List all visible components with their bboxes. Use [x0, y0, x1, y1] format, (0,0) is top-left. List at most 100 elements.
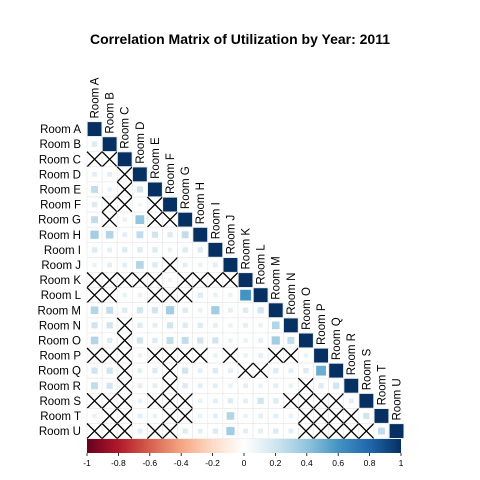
cell-square — [228, 307, 233, 313]
matrix-cell — [132, 287, 148, 304]
cell-square — [329, 363, 344, 378]
insignificant-mark — [116, 181, 133, 198]
column-label: Room L — [256, 244, 268, 285]
cell-square — [135, 215, 145, 225]
cell-square — [243, 322, 248, 328]
cell-square — [212, 337, 219, 344]
cell-square — [87, 122, 102, 136]
matrix-cell — [162, 226, 178, 243]
cell-square — [212, 428, 219, 434]
cell-square — [226, 412, 235, 420]
matrix-cell — [192, 423, 209, 439]
insignificant-mark — [86, 392, 103, 409]
matrix-cell — [267, 423, 284, 439]
matrix-cell — [298, 362, 314, 379]
insignificant-mark — [162, 211, 179, 228]
cell-square — [228, 368, 233, 374]
cell-square — [213, 292, 218, 298]
cell-square — [91, 367, 98, 374]
cell-square — [122, 262, 128, 268]
cell-square — [122, 232, 128, 238]
matrix-cell — [313, 392, 330, 409]
cell-square — [92, 413, 97, 419]
cell-square — [242, 307, 249, 313]
matrix-cell — [116, 151, 133, 168]
matrix-cell — [86, 287, 103, 304]
matrix-cell — [207, 347, 224, 364]
cell-square — [163, 197, 177, 212]
matrix-cell — [237, 317, 254, 334]
matrix-cell — [177, 302, 194, 319]
matrix-cell — [177, 377, 194, 394]
matrix-cell — [298, 347, 314, 364]
cell-square — [152, 262, 158, 268]
matrix-cell — [86, 362, 103, 379]
matrix-cell — [147, 317, 163, 334]
cell-square — [287, 336, 295, 344]
cell-square — [271, 321, 280, 330]
cell-square — [106, 367, 113, 374]
row-labels: Room A Room B Room C Room D Room E Room F Room… — [38, 124, 82, 438]
cell-square — [182, 262, 188, 268]
insignificant-mark — [116, 392, 133, 409]
matrix-cell — [207, 408, 224, 424]
matrix-cell — [252, 317, 269, 334]
matrix-cell — [207, 423, 224, 439]
insignificant-mark — [162, 256, 179, 273]
cell-square — [168, 278, 173, 283]
cell-square — [243, 428, 248, 434]
cell-square — [257, 397, 264, 404]
row-label: Room O — [38, 335, 81, 347]
matrix-cell — [177, 407, 194, 424]
matrix-cell — [192, 257, 209, 273]
matrix-cell — [282, 317, 299, 334]
insignificant-mark — [358, 423, 375, 440]
matrix-cell — [116, 211, 133, 228]
cell-square — [273, 428, 279, 434]
insignificant-mark — [282, 347, 299, 364]
matrix-cell — [132, 377, 148, 394]
insignificant-mark — [192, 272, 209, 289]
matrix-cell — [282, 362, 299, 379]
cell-square — [136, 307, 143, 314]
matrix-cell — [162, 362, 179, 379]
matrix-cell — [328, 377, 345, 394]
matrix-cell — [86, 226, 103, 243]
cell-square — [273, 367, 279, 374]
cell-square — [258, 383, 263, 388]
cell-square — [137, 383, 143, 389]
insignificant-mark — [252, 362, 269, 379]
matrix-cell — [177, 317, 194, 334]
column-label: Room M — [271, 256, 283, 299]
cell-square — [243, 353, 248, 358]
cell-square — [227, 398, 234, 404]
matrix-cell — [237, 392, 254, 409]
cell-square — [90, 230, 99, 239]
colorbar-tick-label: 1 — [399, 458, 404, 468]
matrix-cell — [162, 377, 179, 394]
matrix-cell — [86, 211, 103, 228]
cell-square — [137, 413, 143, 419]
cell-square — [314, 348, 328, 363]
matrix-cell — [101, 362, 118, 379]
cell-square — [198, 413, 203, 419]
matrix-cell — [177, 272, 194, 289]
matrix-cell — [116, 347, 133, 364]
insignificant-mark — [116, 362, 133, 379]
cell-square — [211, 306, 220, 315]
cell-square — [238, 273, 253, 287]
matrix-cell — [252, 302, 269, 319]
matrix-cell — [86, 408, 103, 424]
insignificant-mark — [101, 407, 118, 424]
matrix-cell — [147, 181, 163, 198]
row-label: Room K — [39, 275, 81, 287]
matrix-cell — [146, 287, 163, 304]
column-label: Room F — [165, 153, 177, 194]
matrix-cell — [252, 362, 269, 379]
matrix-cell — [132, 226, 148, 243]
matrix-cell — [237, 287, 254, 304]
matrix-cell — [101, 332, 118, 349]
cell-square — [107, 171, 113, 177]
insignificant-mark — [162, 392, 179, 409]
cell-square — [107, 262, 113, 268]
